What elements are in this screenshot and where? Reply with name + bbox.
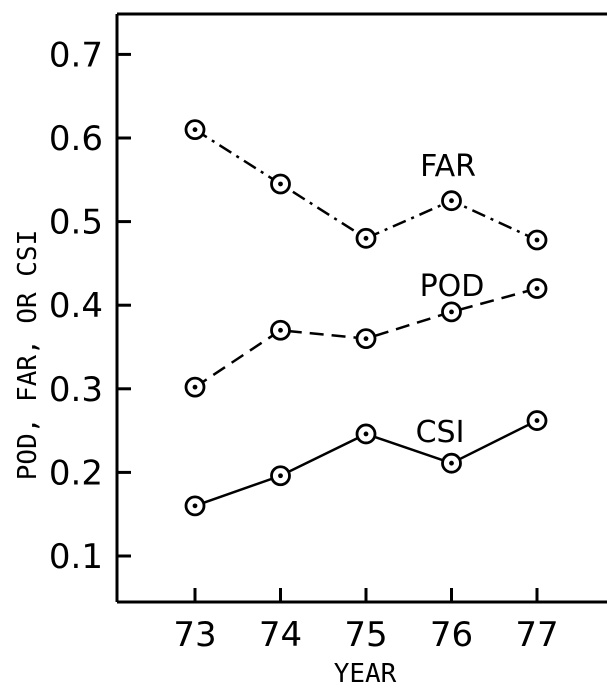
series-layer: FAR POD CSI: [184, 119, 548, 517]
series-far: FAR: [184, 119, 548, 251]
y-tick-label: 0.3: [49, 370, 103, 410]
series-pod: POD: [184, 269, 548, 398]
y-tick-label: 0.6: [49, 119, 103, 159]
data-point-center: [278, 327, 283, 333]
data-point-center: [192, 384, 198, 390]
series-label-pod: POD: [420, 269, 485, 304]
series-label-csi: CSI: [416, 415, 465, 450]
y-tick-label: 0.2: [49, 453, 103, 493]
data-point-center: [534, 286, 540, 291]
data-point-center: [534, 237, 540, 243]
data-point-center: [449, 198, 454, 204]
data-point-center: [449, 309, 454, 315]
data-point-center: [192, 127, 198, 133]
x-axis-title: YEAR: [334, 659, 397, 689]
y-axis-title: POD, FAR, OR CSI: [13, 230, 43, 480]
data-point-center: [449, 460, 454, 466]
y-tick-label: 0.7: [49, 35, 103, 75]
x-tick-label: 76: [430, 615, 473, 655]
y-tick-label: 0.5: [49, 203, 103, 243]
data-point-center: [278, 181, 283, 187]
data-point-center: [192, 503, 198, 509]
data-point-center: [278, 473, 283, 479]
labels-layer: POD, FAR, OR CSI YEAR: [13, 230, 397, 689]
x-tick-label: 73: [173, 615, 216, 655]
series-label-far: FAR: [420, 149, 476, 184]
y-tick-label: 0.4: [49, 286, 103, 326]
data-point-center: [363, 431, 369, 437]
x-tick-label: 75: [344, 615, 387, 655]
x-tick-label: 74: [259, 615, 302, 655]
series-csi: CSI: [184, 410, 548, 517]
data-point-center: [363, 235, 369, 241]
y-tick-label: 0.1: [49, 537, 103, 577]
data-point-center: [363, 336, 369, 342]
series-line-far: [194, 128, 538, 242]
axes: 0.1 0.2 0.3 0.4 0.5 0.6 0.7 73 74 75 76 77: [49, 12, 607, 655]
x-tick-label: 77: [515, 615, 558, 655]
data-point-center: [534, 418, 540, 423]
